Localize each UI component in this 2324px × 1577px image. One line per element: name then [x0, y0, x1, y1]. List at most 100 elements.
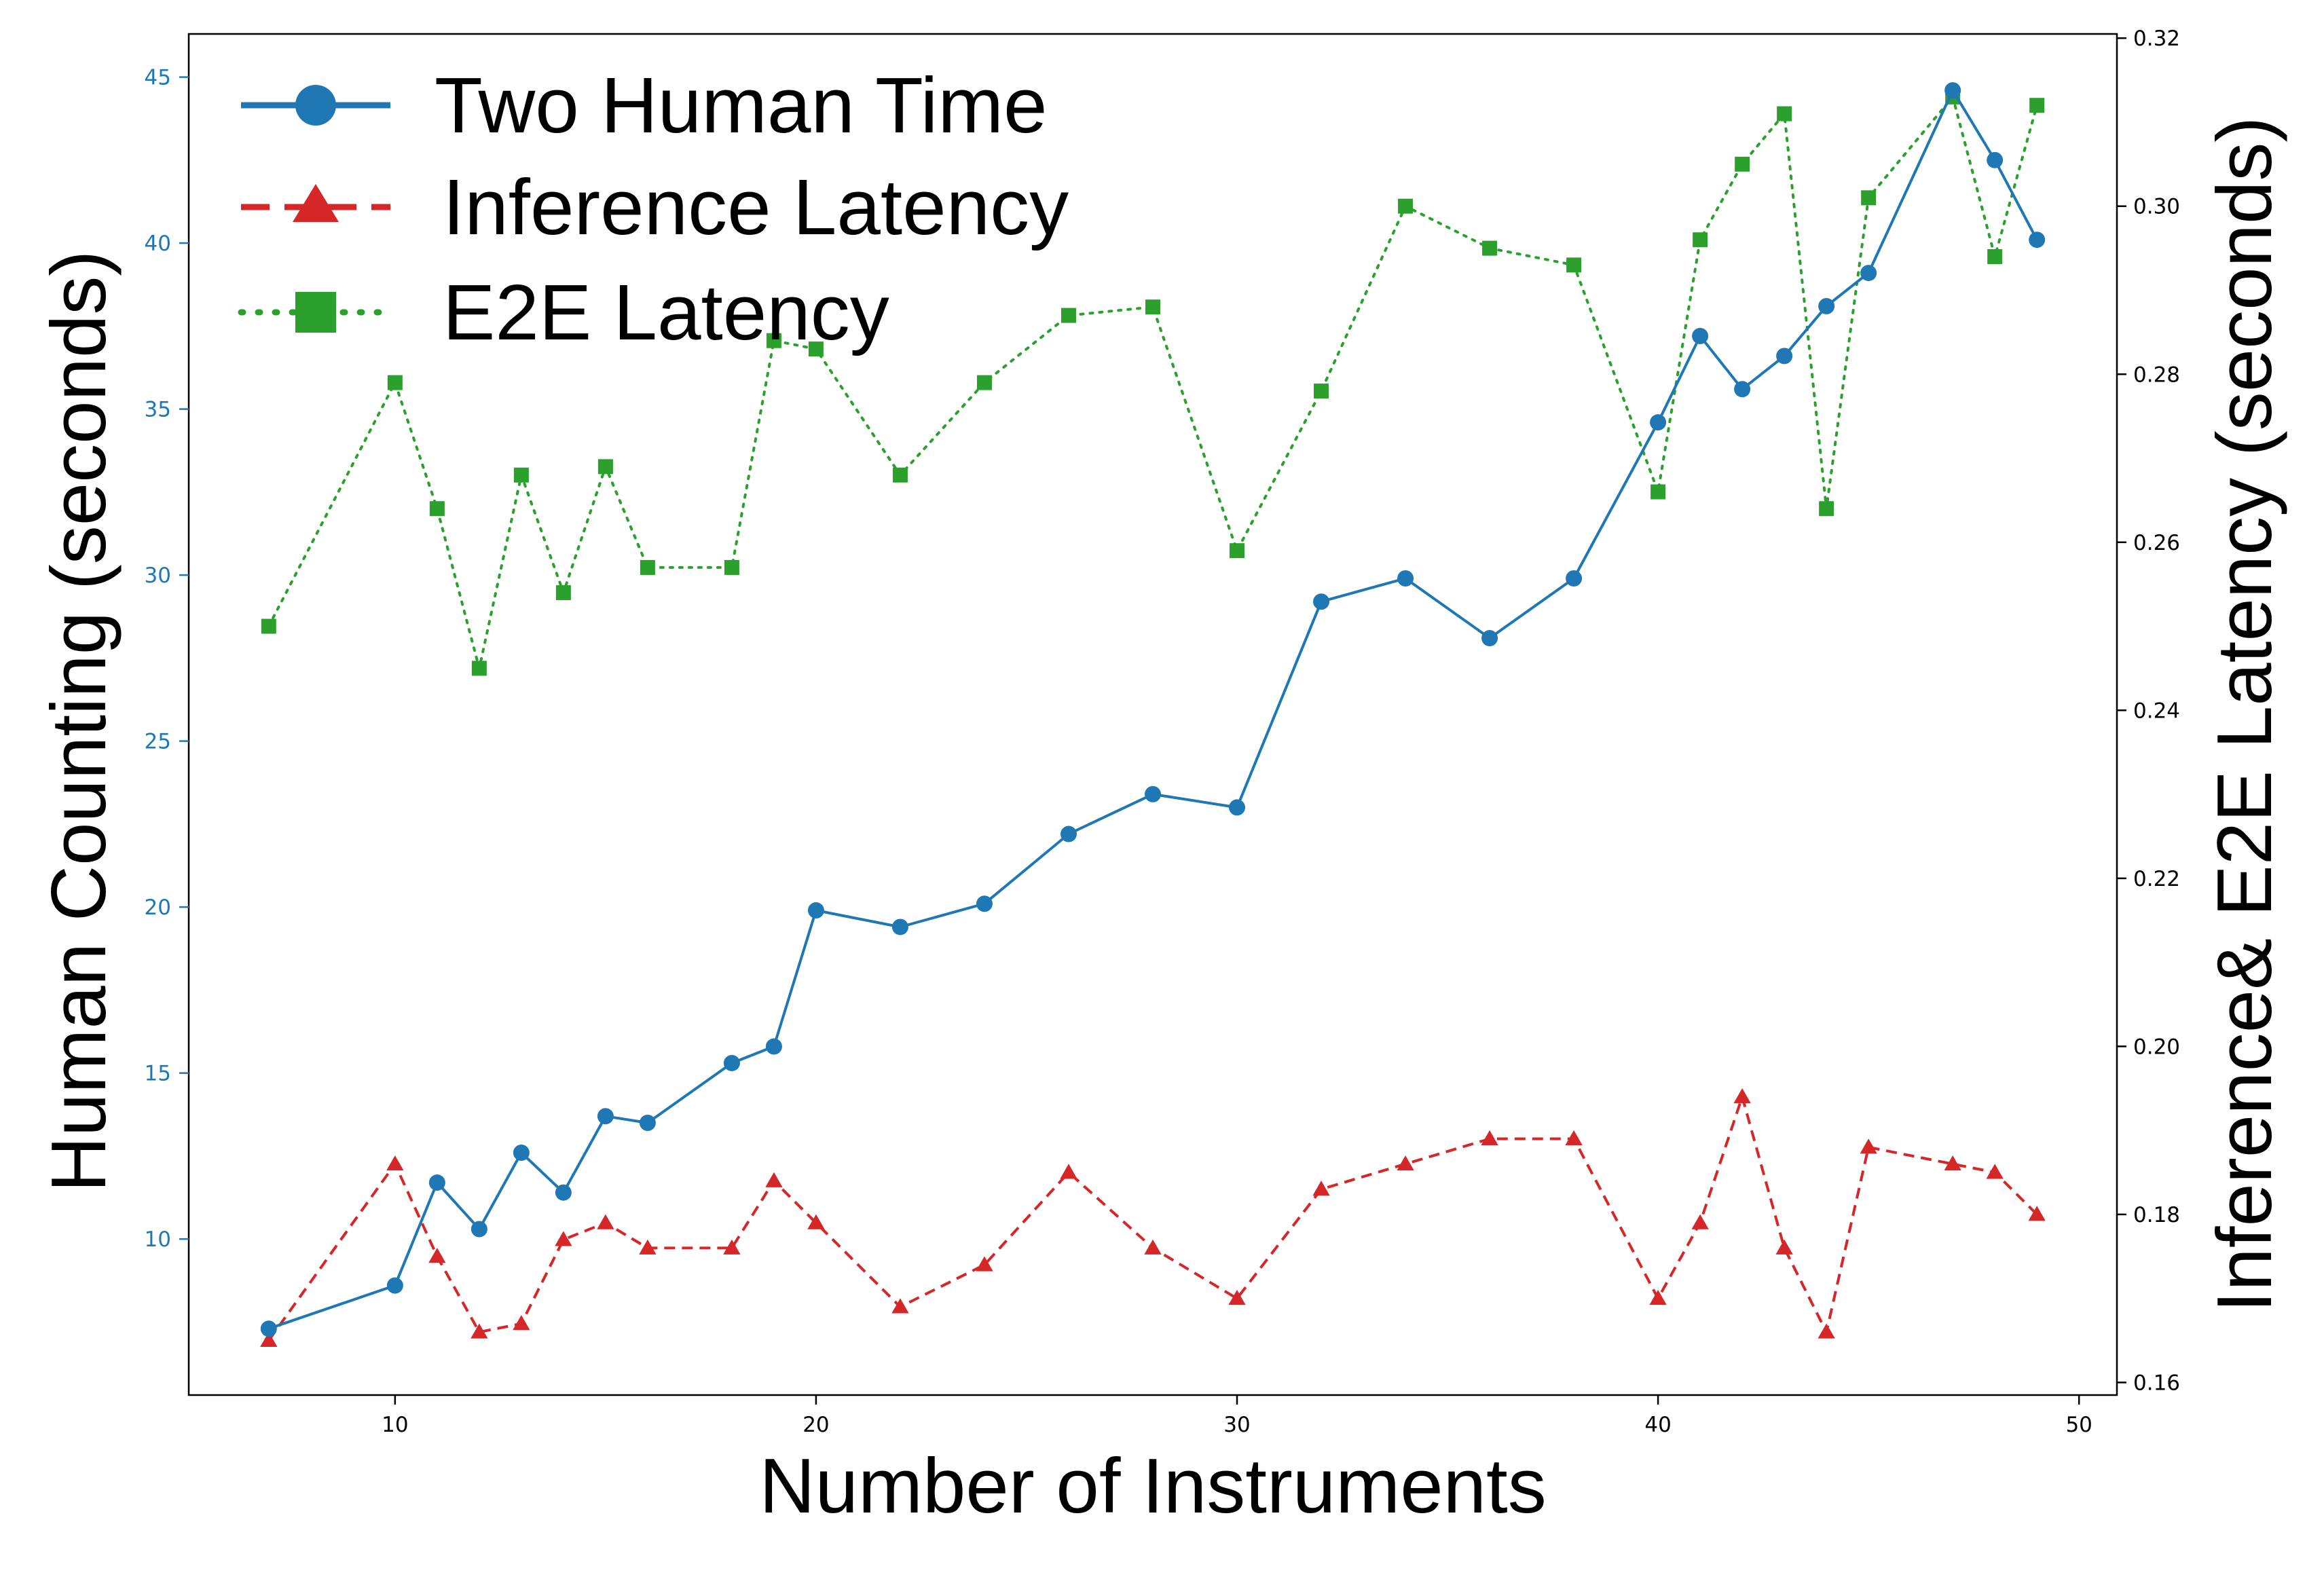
data-point [1060, 308, 1076, 323]
data-point [765, 1038, 782, 1055]
x-axis-title: Number of Instruments [759, 1443, 1546, 1529]
data-point [555, 1231, 572, 1246]
data-point [807, 902, 824, 919]
y-axis-left: 10 15 20 25 30 35 40 45 [145, 66, 189, 1252]
legend-symbol-square [238, 292, 394, 333]
y-left-tick-label: 30 [145, 563, 171, 588]
data-point [387, 375, 403, 390]
y-left-tick-label: 15 [145, 1062, 171, 1086]
y-right-tick-label: 0.30 [2133, 195, 2180, 219]
data-point [724, 559, 739, 575]
y-right-tick-label: 0.16 [2133, 1371, 2180, 1395]
data-point [1566, 257, 1582, 273]
data-point [260, 1331, 278, 1348]
data-point [1313, 593, 1330, 610]
y-right-tick-label: 0.18 [2133, 1203, 2180, 1227]
data-point [1818, 298, 1835, 314]
data-point [597, 1214, 614, 1229]
data-point [1860, 265, 1877, 282]
data-point [1145, 299, 1160, 315]
data-point [1818, 1323, 1835, 1339]
legend-label: Inference Latency [443, 163, 1069, 251]
data-point [1987, 248, 2003, 264]
x-tick-label: 40 [1644, 1413, 1671, 1437]
series-inference-latency [260, 1088, 2046, 1348]
data-point [2029, 231, 2046, 248]
legend-symbol-circle [241, 85, 390, 126]
y-axis-right: 0.16 0.18 0.20 0.22 0.24 0.26 0.28 0.30 0.32 [2117, 26, 2180, 1395]
data-point [1397, 1155, 1414, 1171]
data-point [1944, 82, 1961, 99]
legend: Two Human Time Inference Latency E2E Lat… [238, 61, 1069, 356]
x-tick-label: 10 [382, 1413, 408, 1437]
data-point [891, 919, 908, 935]
data-point [765, 1172, 783, 1187]
y-left-tick-label: 25 [145, 730, 171, 754]
data-point [1397, 570, 1414, 587]
data-point [1229, 799, 1246, 816]
data-point [723, 1054, 740, 1071]
series-line [267, 95, 2039, 670]
data-point [1735, 156, 1750, 172]
data-point [260, 1320, 277, 1337]
legend-item-e2e-latency: E2E Latency [238, 268, 889, 356]
data-point [808, 341, 824, 357]
data-point [976, 1256, 993, 1272]
data-point [513, 1315, 530, 1331]
data-point [386, 1155, 404, 1171]
data-point [976, 375, 992, 390]
data-point [1398, 198, 1414, 214]
y-left-tick-label: 45 [145, 66, 171, 90]
data-point [471, 1323, 488, 1339]
data-point [1860, 1138, 1877, 1154]
data-point [428, 1174, 445, 1191]
data-point [1481, 630, 1498, 647]
data-point [1565, 1130, 1583, 1146]
data-point [513, 1145, 530, 1162]
plot-frame [187, 33, 2118, 1396]
y-axis-right-title: Inference& E2E Latency (seconds) [2202, 117, 2288, 1313]
data-point [555, 1184, 572, 1201]
data-point [471, 661, 487, 676]
y-right-tick-label: 0.24 [2133, 699, 2180, 723]
data-point [1481, 1130, 1498, 1146]
data-point [1230, 543, 1245, 559]
data-point [1776, 348, 1793, 365]
y-left-tick-label: 40 [145, 231, 171, 256]
data-point [1144, 1239, 1162, 1255]
data-point [1060, 1164, 1077, 1179]
data-point [1734, 381, 1751, 398]
y-right-tick-label: 0.32 [2133, 26, 2180, 51]
data-point [892, 467, 908, 483]
data-point [429, 501, 445, 517]
data-point [891, 1298, 909, 1314]
legend-item-two-human-time: Two Human Time [241, 61, 1048, 149]
data-point [1649, 1290, 1667, 1305]
data-point [1482, 240, 1498, 256]
y-right-tick-label: 0.22 [2133, 867, 2180, 891]
data-point [640, 559, 655, 575]
data-point [1775, 1239, 1793, 1255]
data-point [2029, 98, 2045, 113]
y-right-tick-label: 0.26 [2133, 531, 2180, 555]
data-point [2028, 1206, 2046, 1221]
data-point [597, 1108, 614, 1125]
data-point [639, 1115, 656, 1131]
data-point [766, 333, 781, 348]
legend-marker [295, 292, 336, 333]
data-point [386, 1277, 403, 1294]
y-axis-left-title: Human Counting (seconds) [36, 251, 122, 1193]
data-point [471, 1221, 487, 1238]
data-point [513, 467, 529, 483]
data-point [1861, 190, 1877, 206]
y-left-tick-label: 20 [145, 895, 171, 920]
data-point [1693, 232, 1708, 248]
data-point [1145, 785, 1161, 802]
data-point [1987, 151, 2004, 168]
data-point [597, 459, 613, 475]
data-point [428, 1248, 446, 1263]
data-point [1692, 328, 1709, 345]
